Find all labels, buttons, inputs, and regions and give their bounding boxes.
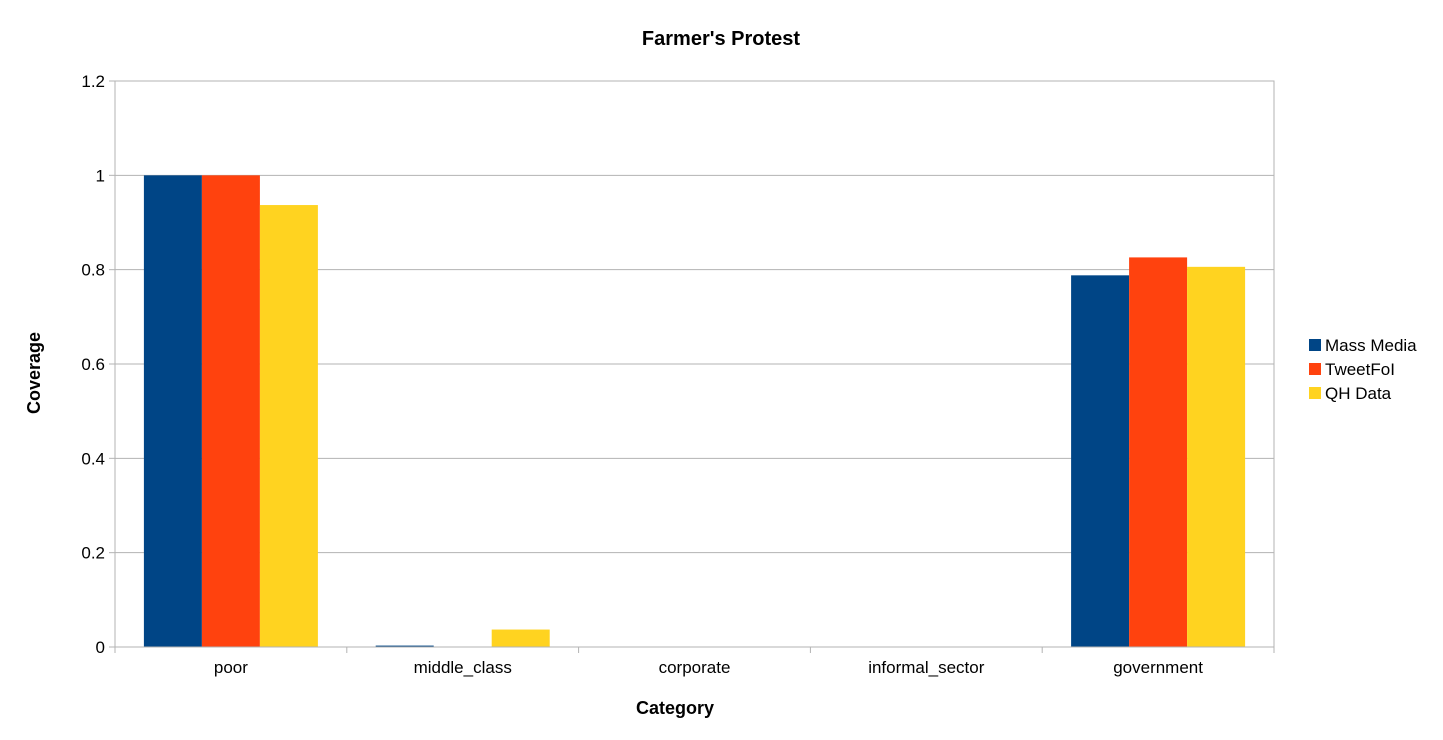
x-tick-label: poor (214, 658, 248, 677)
y-tick-label: 1 (96, 166, 105, 185)
x-tick-label: middle_class (414, 658, 512, 677)
bar-middle_class-qh-data (491, 629, 550, 647)
y-tick-label: 0.6 (81, 355, 105, 374)
legend-label: QH Data (1325, 384, 1392, 403)
bar-government-qh-data (1187, 266, 1246, 647)
bar-government-tweetfoi (1129, 257, 1188, 647)
x-axis-title: Category (636, 698, 714, 718)
legend-swatch (1309, 387, 1321, 399)
legend-swatch (1309, 363, 1321, 375)
legend-swatch (1309, 339, 1321, 351)
y-tick-label: 1.2 (81, 72, 105, 91)
y-axis-ticks: 0 0.2 0.4 0.6 0.8 1 1.2 (81, 72, 115, 657)
chart-title: Farmer's Protest (642, 28, 800, 50)
x-tick-label: informal_sector (868, 658, 985, 677)
legend-label: TweetFoI (1325, 360, 1395, 379)
x-tick-label: government (1113, 658, 1203, 677)
y-tick-label: 0.4 (81, 449, 105, 468)
legend-label: Mass Media (1325, 336, 1417, 355)
bar-poor-mass-media (143, 175, 202, 648)
bar-poor-tweetfoi (201, 175, 260, 648)
bar-government-mass-media (1071, 275, 1130, 647)
x-axis-ticks: poor middle_class corporate informal_sector… (114, 647, 1275, 677)
y-axis-title: Coverage (24, 332, 44, 414)
bars (143, 175, 1246, 648)
legend: Mass Media TweetFoI QH Data (1309, 336, 1417, 403)
y-tick-label: 0.2 (81, 544, 105, 563)
bar-middle_class-mass-media (375, 645, 434, 647)
bar-poor-qh-data (259, 205, 318, 647)
x-tick-label: corporate (659, 658, 731, 677)
y-tick-label: 0.8 (81, 261, 105, 280)
y-tick-label: 0 (96, 638, 105, 657)
